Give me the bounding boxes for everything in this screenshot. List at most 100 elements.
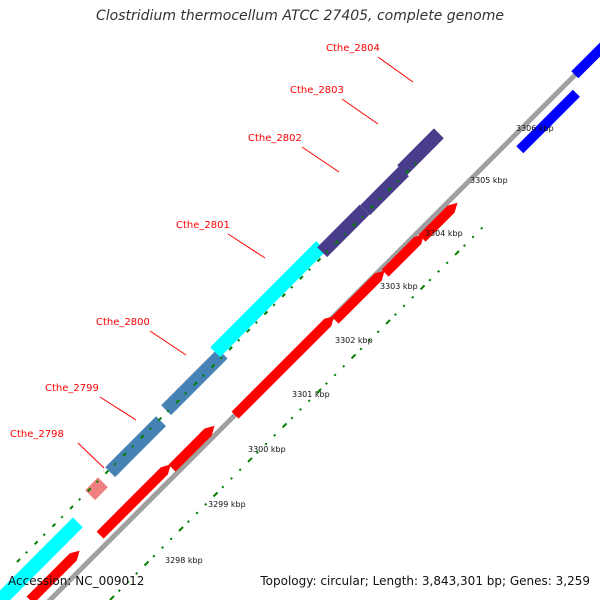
scale-tick-14 [230,477,233,480]
outer-tick-13 [131,444,135,448]
outer-tick-20 [193,381,198,386]
scale-tick-4 [143,560,150,567]
outer-tick-7 [78,497,82,501]
gene-label-Cthe_2800: Cthe_2800 [96,317,150,328]
outer-tick-42 [387,187,392,192]
scale-tick-20 [281,422,288,429]
gene-label-Cthe_2798: Cthe_2798 [10,429,64,440]
leader-line-Cthe_2801 [227,233,266,259]
outer-tick-36 [334,240,339,245]
gene-label-Cthe_2804: Cthe_2804 [326,43,380,54]
outer-tick-9 [95,480,99,484]
outer-tick-26 [246,328,251,333]
scale-tick-22 [299,408,302,411]
outer-tick-32 [299,275,304,280]
outer-tick-34 [316,257,322,263]
forward-cds-1 [26,550,80,600]
scale-label-3: 3300 kbp [248,445,286,454]
gene-bar-Cthe_2802 [317,204,370,258]
scale-label-5: 3302 kbp [335,336,373,345]
scale-tick-2 [126,580,130,584]
scale-label-8: 3305 kbp [470,176,508,185]
outer-tick-18 [175,399,180,404]
scale-tick-36 [419,284,426,291]
scale-tick-17 [255,451,259,455]
accession-text: Accession: NC_009012 [8,574,145,588]
outer-tick-33 [307,268,311,272]
outer-tick-24 [228,346,233,351]
scale-label-2: 3299 kbp [208,500,246,509]
outer-tick-45 [414,162,417,165]
gene-bar-Cthe_2801 [210,241,327,358]
outer-tick-10 [104,469,110,475]
outer-tick-15 [148,427,152,431]
outer-tick-38 [352,222,357,227]
forward-cds-6 [381,234,424,277]
forward-cds-5 [331,270,385,324]
scale-tick-30 [368,338,372,342]
gene-bar-Cthe_2803 [360,166,409,216]
scale-tick-37 [428,278,432,282]
reverse-cds-2 [571,42,600,79]
scale-tick-26 [333,373,337,377]
scale-tick-15 [238,468,242,472]
scale-tick-38 [437,269,441,273]
scale-tick-33 [393,313,397,317]
gene-bar-Cthe_2804 [397,128,444,176]
outer-tick-43 [396,179,400,183]
scale-tick-31 [376,330,380,334]
outer-tick-28 [263,310,269,316]
scale-tick-24 [316,388,322,394]
outer-tick-25 [237,338,241,342]
scale-tick-10 [195,511,199,515]
outer-tick-39 [361,215,364,218]
forward-cds-3 [168,425,215,472]
outer-tick-23 [219,356,223,360]
scale-tick-6 [161,546,164,549]
outer-tick-41 [378,197,382,201]
scale-tick-9 [186,520,190,524]
topology-text: Topology: circular; Length: 3,843,301 bp… [260,574,590,588]
scale-tick-35 [411,295,415,299]
gene-label-Cthe_2801: Cthe_2801 [176,220,230,231]
scale-label-9: 3306 kbp [516,124,554,133]
scale-tick-21 [290,416,294,420]
outer-tick-6 [69,505,74,510]
scale-label-1: 3298 kbp [165,556,203,565]
scale-tick-12 [212,491,219,498]
scale-tick-43 [480,226,484,230]
outer-tick-1 [25,550,29,554]
scale-tick-1 [117,589,121,593]
gene-bar-unlabeled-cyan [0,517,83,600]
scale-tick-23 [307,399,311,403]
outer-tick-27 [254,321,258,325]
outer-tick-8 [87,487,92,492]
scale-label-4: 3301 kbp [292,390,330,399]
outer-tick-30 [281,293,286,298]
scale-label-7: 3304 kbp [425,229,463,238]
outer-tick-19 [184,391,188,395]
scale-tick-29 [359,347,363,351]
scale-tick-0 [109,595,115,600]
gene-bar-Cthe_2798 [85,477,108,501]
scale-tick-11 [204,502,208,506]
outer-tick-31 [290,285,294,289]
leader-line-Cthe_2799 [99,396,137,421]
outer-tick-21 [201,374,205,378]
outer-tick-12 [122,452,127,457]
leader-line-Cthe_2804 [377,56,414,83]
outer-tick-29 [272,303,276,307]
gene-bar-Cthe_2800 [161,348,228,416]
outer-tick-16 [157,416,163,422]
outer-tick-17 [166,409,170,413]
gene-label-Cthe_2802: Cthe_2802 [248,133,302,144]
gene-label-Cthe_2803: Cthe_2803 [290,85,344,96]
scale-tick-19 [273,433,277,437]
scale-tick-18 [264,442,268,446]
scale-tick-34 [402,304,406,308]
outer-tick-22 [210,363,216,369]
scale-tick-16 [247,457,253,463]
scale-tick-28 [350,353,357,360]
